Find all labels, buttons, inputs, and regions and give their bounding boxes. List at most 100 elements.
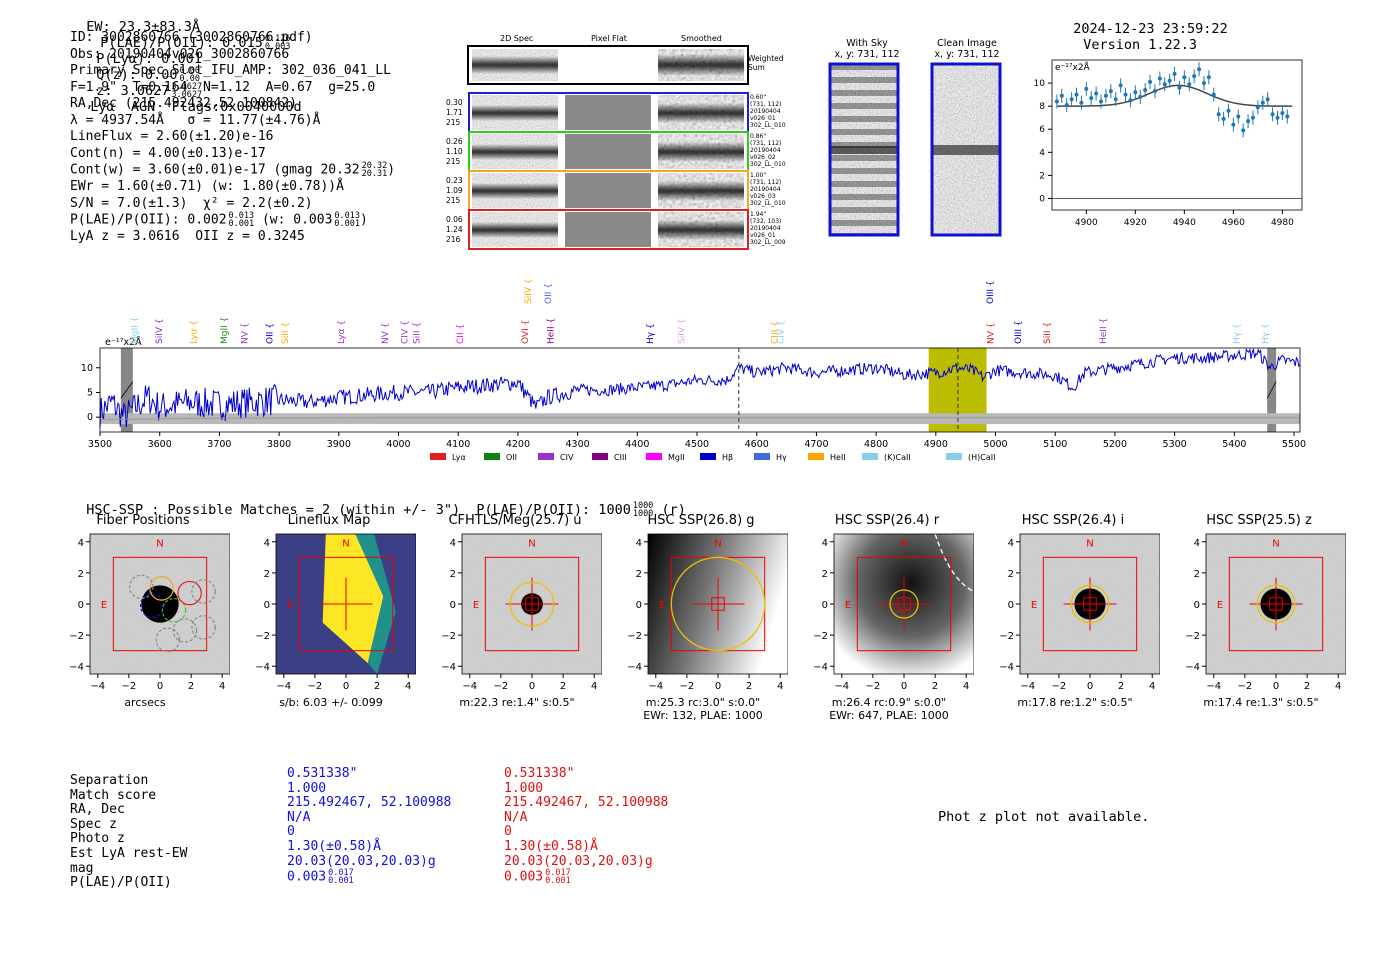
exposure-left-value: 1.09 [446, 186, 463, 195]
exposure-right-labels: 0.60" (731, 112) 20190404 v026_01 302_LL_010 [750, 94, 786, 129]
info-primary: Primary Spec_Slot_IFU_AMP: 302_036_041_L… [70, 63, 391, 78]
spectrum-flux-line [99, 347, 1301, 429]
table-row-label: Photo z [70, 831, 125, 847]
exposure-smoothed-trace [658, 181, 744, 201]
spectral-line-label: CIV { [777, 320, 787, 344]
header-z: z: 3.0627 3.0627 3.0627 [96, 82, 203, 100]
panel-x-tick-label: 2 [1118, 681, 1124, 692]
info-block: ID: 3002860766 (3002860766.pdf) Obs: 201… [70, 30, 395, 246]
panel-x-tick-label: −4 [648, 681, 663, 692]
exposure-smoothed-trace [658, 103, 744, 123]
fit-data-point [1162, 82, 1167, 87]
panel-y-tick-label: 4 [636, 538, 642, 549]
panel-title: HSC SSP(26.8) g [647, 513, 755, 528]
info-contw: Cont(w) = 3.60(±0.01)e-17 (gmag 20.32 20.… [70, 161, 396, 179]
panel-y-tick-label: 2 [264, 569, 270, 580]
info-ewr: EWr = 1.60(±0.71) (w: 1.80(±0.78))Å [70, 179, 344, 194]
table-cell: 1.000 [287, 780, 327, 796]
exposure-left-value: 0.30 [446, 98, 463, 107]
spectral-line-label: CII { [456, 324, 466, 344]
panel-x-tick-label: −2 [308, 681, 323, 692]
exposure-left-value: 0.23 [446, 176, 463, 185]
exposure-trace [472, 222, 558, 238]
north-label: N [1272, 538, 1279, 549]
panel-caption: m:17.4 re:1.3" s:0.5" [1161, 696, 1361, 709]
exposure-right-value: v026_01 [750, 115, 776, 122]
exposure-right-value: (731, 112) [750, 101, 782, 108]
panel-x-tick-label: 4 [219, 681, 225, 692]
legend-swatch [430, 453, 446, 460]
fit-axes-frame [1051, 59, 1303, 211]
info-fiber: F=1.9" T=0.164 N=1.12 A=0.67 g=25.0 [70, 79, 376, 95]
info-lineflux: LineFlux = 2.60(±1.20)e-16 [70, 129, 274, 144]
weighted-sum-label: Weighted Sum [748, 54, 784, 72]
panel-y-tick-label: −4 [255, 662, 270, 673]
fiber-circle [149, 576, 174, 601]
header-meta: 2024-12-23 23:59:22 Version 1.22.3 [1057, 5, 1227, 53]
exposure-smoothed-trace [658, 142, 744, 162]
spec2d-col-label: Pixel Flat [591, 34, 627, 43]
panel-x-tick-label: −2 [494, 681, 509, 692]
spectrum-x-tick-label: 3900 [327, 439, 351, 450]
fit-data-point [1241, 128, 1246, 133]
exposure-right-labels: 0.86" (731, 112) 20190404 v026_02 302_LL_010 [750, 133, 786, 168]
header-plya: P(Lyα): 0.001 [96, 51, 202, 67]
spectrum-x-tick-label: 5100 [1043, 439, 1067, 450]
table-cell-value: 0.003 [287, 869, 327, 885]
fiber-circle [161, 597, 187, 623]
panel-y-tick-label: 2 [1194, 569, 1200, 580]
full-spectrum-chart: 3500 3600 3700 3800 3900 4000 4100 4200 4300 4400… [81, 278, 1306, 462]
dashed-arc [934, 533, 974, 593]
spec2d-col-label: 2D Spec [500, 34, 534, 43]
spectral-line-label: CIV { [400, 320, 410, 344]
photz-message: Phot z plot not available. [938, 809, 1150, 825]
exposure-smoothed-trace [658, 220, 744, 240]
panel-x-tick-label: 2 [746, 681, 752, 692]
fit-data-point [1128, 98, 1133, 103]
fit-data-point [1084, 86, 1089, 91]
header-flags: Lyα AGN Flags:0x0040000d [90, 99, 302, 115]
fit-y-tick-label: 4 [1039, 148, 1045, 158]
exposure-pixel-flat [565, 212, 651, 247]
exposure-left-value: 0.26 [446, 137, 463, 146]
spectrum-x-tick-label: 3800 [267, 439, 291, 450]
spectral-line-label: CIII { [771, 321, 781, 344]
fit-data-point [1054, 99, 1059, 104]
center-box [1083, 597, 1097, 611]
panel-x-tick-label: −2 [122, 681, 137, 692]
info-plae: P(LAE)/P(OII): 0.002 0.013 0.001 (w: 0.003… [70, 211, 368, 229]
exposure-right-labels: 1.94" (732, 103) 20190404 v026_01 302_LL_009 [750, 211, 786, 246]
table-cell-lo: 0.001 [545, 876, 571, 887]
center-box [1269, 597, 1283, 611]
table-row-label: Match score [70, 787, 157, 803]
exposure-right-value: v026_01 [750, 232, 776, 239]
aperture-circle [509, 581, 555, 627]
panel-x-tick-label: 4 [1149, 681, 1155, 692]
fit-data-point [1246, 119, 1251, 124]
table-cell: 1.000 [504, 780, 544, 796]
fit-data-point [1064, 103, 1069, 107]
panel-caption: m:17.8 re:1.2" s:0.5" [975, 696, 1175, 709]
spectral-line-label: HeII { [547, 318, 557, 344]
panel-x-tick-label: 0 [1087, 681, 1093, 692]
panel-y-tick-label: −2 [813, 631, 828, 642]
panel-y-tick-label: −4 [441, 662, 456, 673]
panel-y-tick-label: 2 [78, 569, 84, 580]
panel-x-tick-label: −2 [1052, 681, 1067, 692]
exposure-right-value: 302_LL_010 [750, 122, 786, 129]
exposure-right-value: 20190404 [750, 147, 781, 154]
aperture-box [1042, 556, 1138, 652]
north-label: N [528, 538, 535, 549]
exposure-frame [468, 209, 749, 250]
spectrum-x-tick-label: 4200 [506, 439, 530, 450]
exposure-right-value: (732, 103) [750, 218, 782, 225]
panel-y-tick-label: 4 [1194, 538, 1200, 549]
spectral-line-label: MgII { [220, 317, 230, 344]
exposure-left-value: 1.10 [446, 147, 463, 156]
panel-y-tick-label: 0 [822, 600, 828, 611]
info-id: ID: 3002860766 (3002860766.pdf) [70, 30, 313, 45]
east-label: E [659, 600, 665, 611]
north-label: N [714, 538, 721, 549]
fit-data-point [1275, 115, 1280, 120]
hsc-summary: HSC-SSP : Possible Matches = 2 (within +… [86, 501, 686, 519]
